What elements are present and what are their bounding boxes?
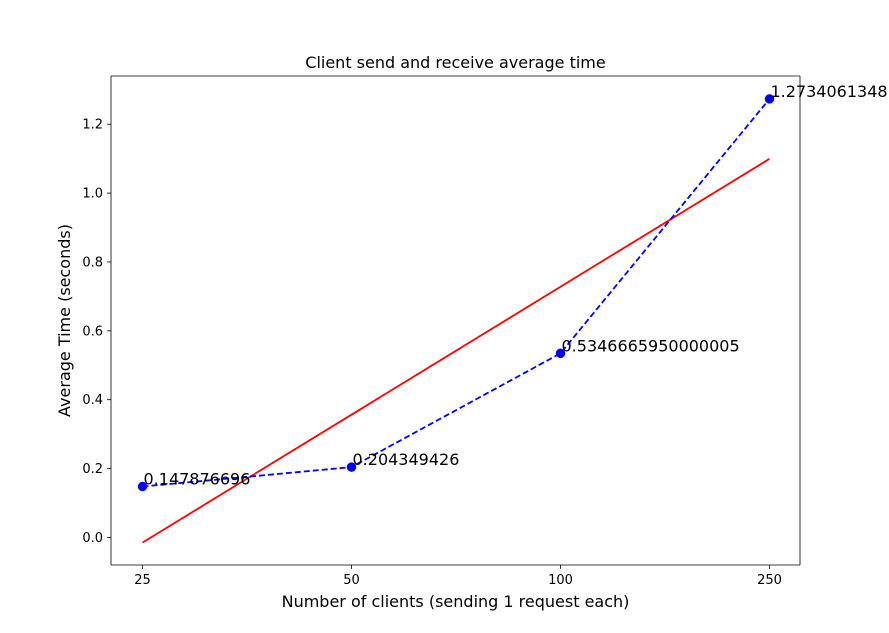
trend-line xyxy=(142,158,770,544)
x-tick-label-50: 50 xyxy=(343,573,360,588)
x-tick-label-100: 100 xyxy=(548,573,573,588)
y-tick-label-0.0: 0.0 xyxy=(82,531,103,546)
observed-point-50 xyxy=(346,462,357,472)
point-label-100: 0.5346665950000005 xyxy=(562,336,740,355)
chart-title: Client send and receive average time xyxy=(305,53,605,72)
x-tick-label-25: 25 xyxy=(134,573,151,588)
x-axis-label: Number of clients (sending 1 request eac… xyxy=(282,592,630,611)
y-tick-label-0.6: 0.6 xyxy=(82,324,103,339)
x-tick-label-250: 250 xyxy=(757,573,782,588)
y-tick-label-0.2: 0.2 xyxy=(82,462,103,477)
plot-area xyxy=(111,76,800,565)
y-tick-label-1.0: 1.0 xyxy=(82,187,103,202)
observed-series-line xyxy=(142,98,771,488)
y-tick-label-0.8: 0.8 xyxy=(82,255,103,270)
series-layer xyxy=(137,94,775,544)
y-tick-label-1.2: 1.2 xyxy=(82,118,103,133)
y-tick-label-0.4: 0.4 xyxy=(82,393,103,408)
point-label-50: 0.204349426 xyxy=(353,450,460,469)
observed-point-100 xyxy=(555,348,566,359)
observed-point-25 xyxy=(137,481,148,492)
y-axis-label: Average Time (seconds) xyxy=(55,224,74,417)
labels-layer: 0.147876696 0.204349426 0.5346665950000005… xyxy=(144,82,888,489)
observed-point-250 xyxy=(764,94,775,104)
point-label-25: 0.147876696 xyxy=(144,470,251,489)
axes-layer: 25 50 100 250 0.0 0.2 0.4 0.6 0.8 1.0 1.2 xyxy=(82,75,801,588)
point-label-250: 1.2734061348 xyxy=(771,82,888,101)
